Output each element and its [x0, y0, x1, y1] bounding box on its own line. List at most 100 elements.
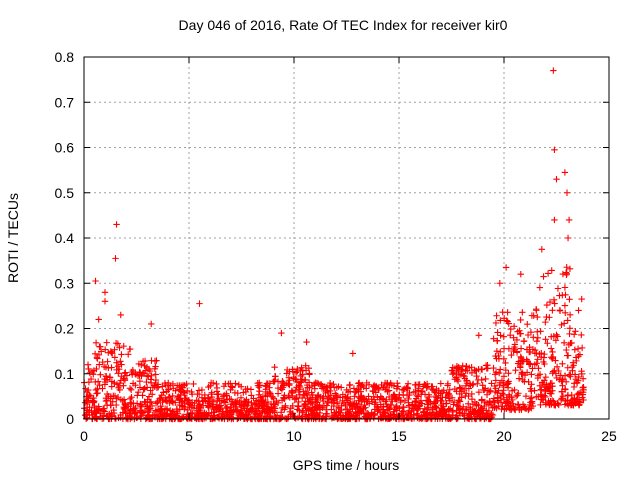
data-point — [580, 384, 587, 391]
data-point — [95, 316, 102, 323]
data-point — [542, 318, 549, 326]
data-point — [507, 331, 514, 339]
data-point — [502, 366, 509, 374]
data-point — [389, 411, 397, 418]
data-point — [497, 395, 505, 402]
data-point — [454, 414, 461, 422]
data-point — [140, 386, 147, 393]
data-point — [183, 380, 190, 388]
data-point — [450, 401, 457, 408]
data-point — [382, 410, 389, 417]
data-point — [118, 351, 125, 358]
data-point — [429, 409, 436, 416]
data-point — [152, 363, 159, 370]
data-point — [511, 341, 519, 348]
data-point — [405, 402, 413, 409]
data-point — [143, 372, 151, 379]
data-point — [422, 411, 429, 419]
data-point — [537, 401, 544, 409]
data-point — [96, 381, 103, 389]
data-point — [293, 384, 300, 391]
data-point — [454, 402, 461, 409]
data-point — [515, 375, 523, 382]
data-point — [521, 371, 529, 379]
data-point — [542, 373, 549, 381]
data-point — [112, 401, 120, 409]
data-point — [295, 403, 302, 410]
data-point — [497, 317, 504, 324]
data-point — [271, 401, 279, 408]
data-point — [468, 364, 475, 371]
data-point — [147, 379, 155, 386]
data-point — [414, 414, 421, 422]
data-point — [525, 360, 533, 367]
data-point — [455, 397, 463, 404]
data-point — [417, 391, 425, 398]
data-point — [103, 376, 111, 383]
data-point — [191, 414, 198, 422]
data-point — [136, 407, 144, 414]
data-point — [145, 406, 152, 414]
data-point — [558, 388, 565, 396]
data-point — [553, 175, 560, 183]
data-point — [534, 328, 541, 336]
data-point — [485, 407, 493, 415]
data-point — [450, 369, 457, 377]
data-point — [575, 307, 582, 314]
data-point — [256, 382, 263, 389]
data-point — [154, 398, 161, 406]
data-point — [143, 403, 151, 411]
data-point — [391, 406, 398, 413]
chart-title: Day 046 of 2016, Rate Of TEC Index for r… — [179, 17, 508, 33]
data-point — [475, 365, 482, 373]
data-point — [528, 387, 535, 395]
data-point — [423, 406, 431, 413]
data-point — [559, 270, 567, 278]
data-point — [161, 379, 169, 387]
data-point — [251, 400, 258, 407]
data-point — [438, 406, 446, 413]
data-point — [116, 386, 123, 394]
data-point — [512, 406, 519, 414]
data-point — [91, 402, 98, 410]
data-point — [524, 321, 531, 328]
data-point — [187, 412, 194, 420]
data-point — [564, 317, 571, 324]
data-point — [311, 406, 318, 414]
data-point — [351, 393, 358, 400]
data-point — [523, 346, 531, 353]
data-point — [350, 412, 357, 420]
data-point — [443, 400, 450, 407]
data-point — [148, 357, 155, 364]
data-point — [298, 364, 305, 371]
data-point — [107, 401, 114, 409]
data-point — [92, 339, 100, 346]
data-point — [524, 331, 532, 339]
data-point — [511, 386, 518, 394]
data-point — [177, 388, 185, 395]
data-point — [154, 381, 162, 388]
data-point — [128, 368, 135, 376]
data-point — [83, 414, 91, 421]
data-point — [285, 374, 293, 381]
data-point — [486, 397, 493, 405]
data-point — [474, 376, 482, 384]
data-point — [350, 385, 358, 392]
data-point — [377, 393, 384, 400]
data-point — [205, 383, 212, 391]
data-point — [91, 409, 99, 416]
data-point — [420, 408, 427, 415]
data-point — [387, 380, 394, 387]
y-tick-label: 0.7 — [55, 94, 75, 110]
data-point — [145, 393, 153, 400]
data-point — [156, 407, 163, 415]
data-point — [294, 367, 301, 375]
data-point — [465, 410, 472, 417]
data-point — [543, 313, 550, 321]
data-point — [121, 370, 128, 377]
data-point — [424, 383, 432, 390]
data-point — [328, 406, 335, 413]
data-point — [559, 360, 566, 368]
data-point — [363, 412, 370, 420]
data-point — [342, 401, 349, 409]
